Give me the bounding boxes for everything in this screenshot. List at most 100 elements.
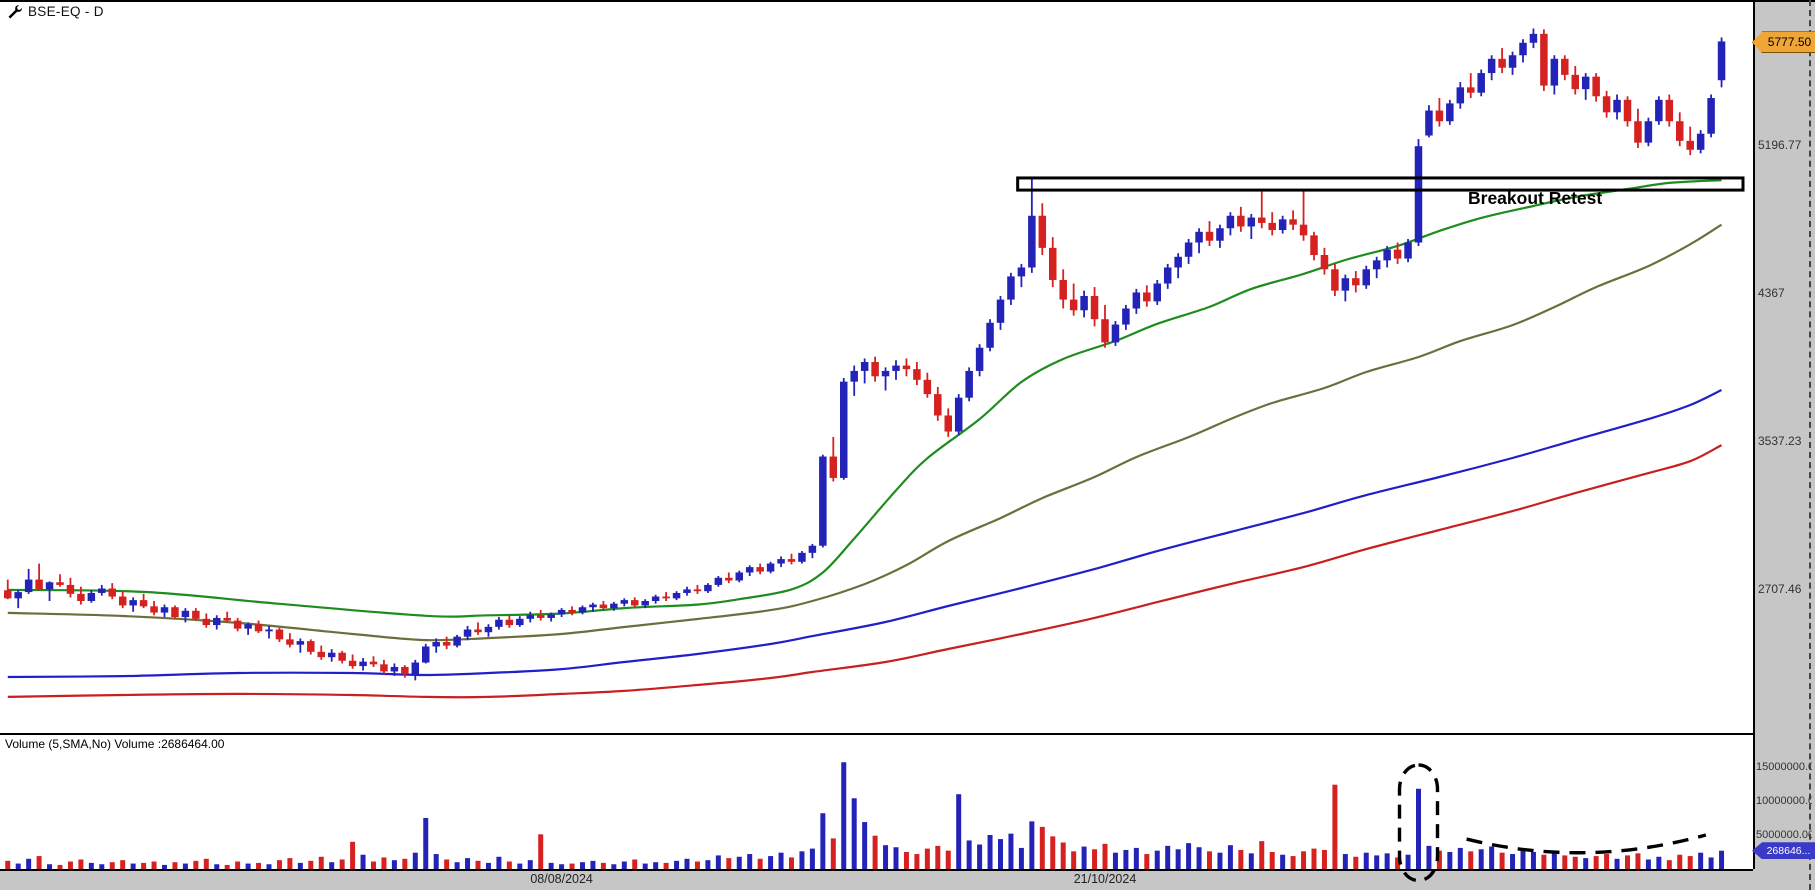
candle-body xyxy=(108,588,116,597)
candle-body xyxy=(1258,217,1266,223)
candle-body xyxy=(380,664,388,672)
volume-bar xyxy=(371,861,376,869)
candle-body xyxy=(725,577,733,581)
panel-separator[interactable] xyxy=(0,733,1753,735)
candle-body xyxy=(944,415,952,432)
candle-body xyxy=(965,370,973,398)
candle-body xyxy=(1602,96,1611,113)
candle-body xyxy=(1289,219,1297,225)
volume-bar xyxy=(841,762,847,869)
volume-bar xyxy=(1029,821,1035,869)
candle-body xyxy=(1519,42,1527,56)
wrench-icon[interactable] xyxy=(7,4,22,19)
sma-fast-green-line xyxy=(7,179,1722,618)
candle-body xyxy=(45,582,54,590)
volume-bar xyxy=(308,860,314,869)
volume-bar xyxy=(538,834,544,869)
candle-body xyxy=(422,646,430,663)
volume-bar xyxy=(726,858,732,869)
volume-bar xyxy=(214,864,220,869)
volume-bar xyxy=(1708,857,1714,869)
volume-bar xyxy=(1092,849,1098,869)
candle-body xyxy=(484,626,493,633)
volume-bar xyxy=(172,862,178,869)
candle-body xyxy=(1341,278,1350,291)
candle-body xyxy=(1216,228,1224,241)
candle-body xyxy=(1550,58,1559,86)
candle-body xyxy=(254,624,263,632)
price-axis-border xyxy=(1753,0,1755,869)
price-axis-strip[interactable] xyxy=(1753,0,1815,890)
volume-bar xyxy=(423,818,429,869)
volume-bar xyxy=(235,861,241,869)
candle-body xyxy=(1581,76,1590,90)
candle-body xyxy=(160,607,169,613)
candle-body xyxy=(1352,278,1360,286)
volume-bar xyxy=(956,794,962,869)
volume-bar xyxy=(465,858,471,869)
x-axis-label: 08/08/2024 xyxy=(530,872,593,886)
candle-body xyxy=(934,394,942,416)
volume-bar xyxy=(715,855,721,869)
volume-spike-oval-annotation xyxy=(1397,763,1440,883)
candle-body xyxy=(557,609,566,615)
candle-body xyxy=(265,629,273,632)
volume-bar xyxy=(1133,847,1139,869)
volume-bar xyxy=(1207,851,1212,869)
volume-bar xyxy=(1530,852,1536,869)
candle-body xyxy=(787,559,796,562)
volume-bar xyxy=(1301,851,1307,869)
candle-body xyxy=(1132,292,1141,309)
candle-body xyxy=(860,362,869,371)
volume-bar xyxy=(1656,856,1662,869)
candle-body xyxy=(1613,99,1621,113)
volume-indicator-label[interactable]: Volume (5,SMA,No) Volume :2686464.00 xyxy=(5,737,225,751)
volume-bar xyxy=(653,862,659,869)
volume-bar xyxy=(496,856,502,869)
candle-body xyxy=(1268,222,1276,231)
volume-bar xyxy=(1489,846,1495,869)
candle-body xyxy=(1331,269,1339,291)
candle-body xyxy=(244,624,252,629)
volume-bar xyxy=(1238,849,1244,869)
candle-body xyxy=(192,610,200,619)
volume-bar xyxy=(193,860,199,869)
candle-body xyxy=(1561,58,1569,75)
candle-body xyxy=(1362,269,1370,286)
candle-body xyxy=(275,629,284,640)
candle-body xyxy=(1226,215,1235,229)
candle-body xyxy=(87,592,96,601)
candle-body xyxy=(840,381,848,478)
volume-trend-dashed-curve xyxy=(1466,833,1707,855)
candle-body xyxy=(233,620,242,629)
volume-bar xyxy=(151,861,157,869)
volume-bar xyxy=(329,862,335,869)
candle-body xyxy=(453,636,461,646)
volume-bar xyxy=(684,858,690,869)
last-volume-badge-text: 268646... xyxy=(1766,844,1811,857)
candle-body xyxy=(1498,58,1506,68)
candle-body xyxy=(902,365,911,370)
volume-bar xyxy=(245,863,251,869)
candle-body xyxy=(672,592,681,599)
candle-body xyxy=(4,590,12,599)
candle-body xyxy=(1414,146,1423,243)
volume-bar xyxy=(78,859,84,869)
volume-bar xyxy=(736,856,742,869)
volume-bar xyxy=(548,862,554,869)
volume-bar xyxy=(276,860,282,869)
volume-bar xyxy=(287,858,293,869)
candle-body xyxy=(766,563,775,572)
volume-bar xyxy=(1248,853,1254,869)
time-axis-strip[interactable] xyxy=(0,869,1815,890)
candle-body xyxy=(641,600,649,606)
candle-body xyxy=(1080,296,1088,311)
volume-bar xyxy=(162,864,167,869)
candle-body xyxy=(327,652,336,658)
candle-body xyxy=(1393,249,1402,259)
volume-bar xyxy=(1614,858,1620,869)
volume-baseline xyxy=(0,869,1753,871)
volume-bar xyxy=(120,860,126,869)
